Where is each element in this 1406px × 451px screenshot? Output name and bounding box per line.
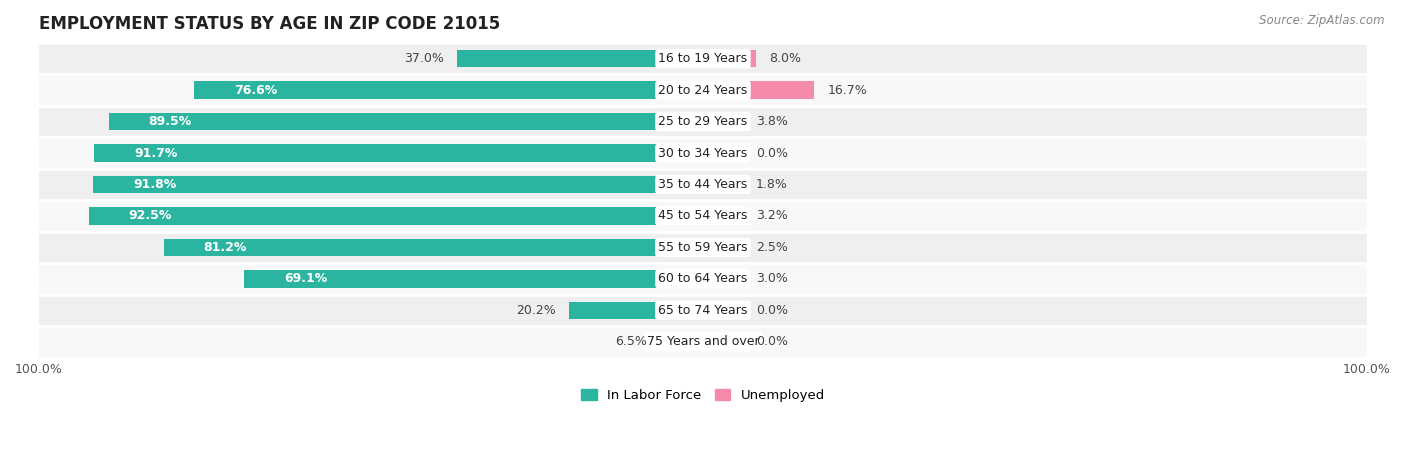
Bar <box>39 263 1367 295</box>
Bar <box>703 302 742 319</box>
Bar <box>94 144 703 161</box>
Bar <box>163 239 703 256</box>
Text: 25 to 29 Years: 25 to 29 Years <box>658 115 748 128</box>
Text: 45 to 54 Years: 45 to 54 Years <box>658 209 748 222</box>
Bar <box>569 302 703 319</box>
Bar <box>703 50 756 67</box>
Text: 65 to 74 Years: 65 to 74 Years <box>658 304 748 317</box>
Bar <box>245 270 703 288</box>
Text: 91.8%: 91.8% <box>134 178 177 191</box>
Text: 91.7%: 91.7% <box>134 147 177 160</box>
Bar <box>703 144 742 161</box>
Text: 69.1%: 69.1% <box>284 272 328 285</box>
Bar <box>39 106 1367 137</box>
Bar <box>39 232 1367 263</box>
Legend: In Labor Force, Unemployed: In Labor Force, Unemployed <box>575 384 831 408</box>
Bar <box>39 200 1367 232</box>
Bar <box>194 82 703 99</box>
Text: 16.7%: 16.7% <box>827 83 868 97</box>
Text: 2.5%: 2.5% <box>756 241 787 254</box>
Text: 81.2%: 81.2% <box>204 241 247 254</box>
Text: 75 Years and over: 75 Years and over <box>647 335 759 348</box>
Text: 30 to 34 Years: 30 to 34 Years <box>658 147 748 160</box>
Bar <box>39 295 1367 326</box>
Bar <box>39 326 1367 358</box>
Bar <box>703 239 742 256</box>
Text: 3.8%: 3.8% <box>756 115 787 128</box>
Bar <box>703 270 742 288</box>
Text: 3.2%: 3.2% <box>756 209 787 222</box>
Bar <box>89 207 703 225</box>
Bar <box>703 176 742 193</box>
Bar <box>703 82 814 99</box>
Text: 20 to 24 Years: 20 to 24 Years <box>658 83 748 97</box>
Text: 35 to 44 Years: 35 to 44 Years <box>658 178 748 191</box>
Text: 8.0%: 8.0% <box>769 52 801 65</box>
Bar <box>39 74 1367 106</box>
Bar <box>703 207 742 225</box>
Text: 20.2%: 20.2% <box>516 304 555 317</box>
Text: 16 to 19 Years: 16 to 19 Years <box>658 52 748 65</box>
Bar <box>108 113 703 130</box>
Bar <box>703 113 742 130</box>
Text: 1.8%: 1.8% <box>756 178 787 191</box>
Bar <box>39 169 1367 200</box>
Text: 0.0%: 0.0% <box>756 147 789 160</box>
Text: 60 to 64 Years: 60 to 64 Years <box>658 272 748 285</box>
Text: 3.0%: 3.0% <box>756 272 787 285</box>
Bar <box>703 333 742 350</box>
Text: 37.0%: 37.0% <box>404 52 444 65</box>
Bar <box>39 43 1367 74</box>
Text: 89.5%: 89.5% <box>149 115 191 128</box>
Text: Source: ZipAtlas.com: Source: ZipAtlas.com <box>1260 14 1385 27</box>
Text: 0.0%: 0.0% <box>756 335 789 348</box>
Text: 0.0%: 0.0% <box>756 304 789 317</box>
Bar <box>93 176 703 193</box>
Bar <box>39 137 1367 169</box>
Text: 92.5%: 92.5% <box>128 209 172 222</box>
Text: 76.6%: 76.6% <box>235 83 277 97</box>
Bar <box>457 50 703 67</box>
Text: EMPLOYMENT STATUS BY AGE IN ZIP CODE 21015: EMPLOYMENT STATUS BY AGE IN ZIP CODE 210… <box>39 15 501 33</box>
Text: 55 to 59 Years: 55 to 59 Years <box>658 241 748 254</box>
Text: 6.5%: 6.5% <box>614 335 647 348</box>
Bar <box>659 333 703 350</box>
